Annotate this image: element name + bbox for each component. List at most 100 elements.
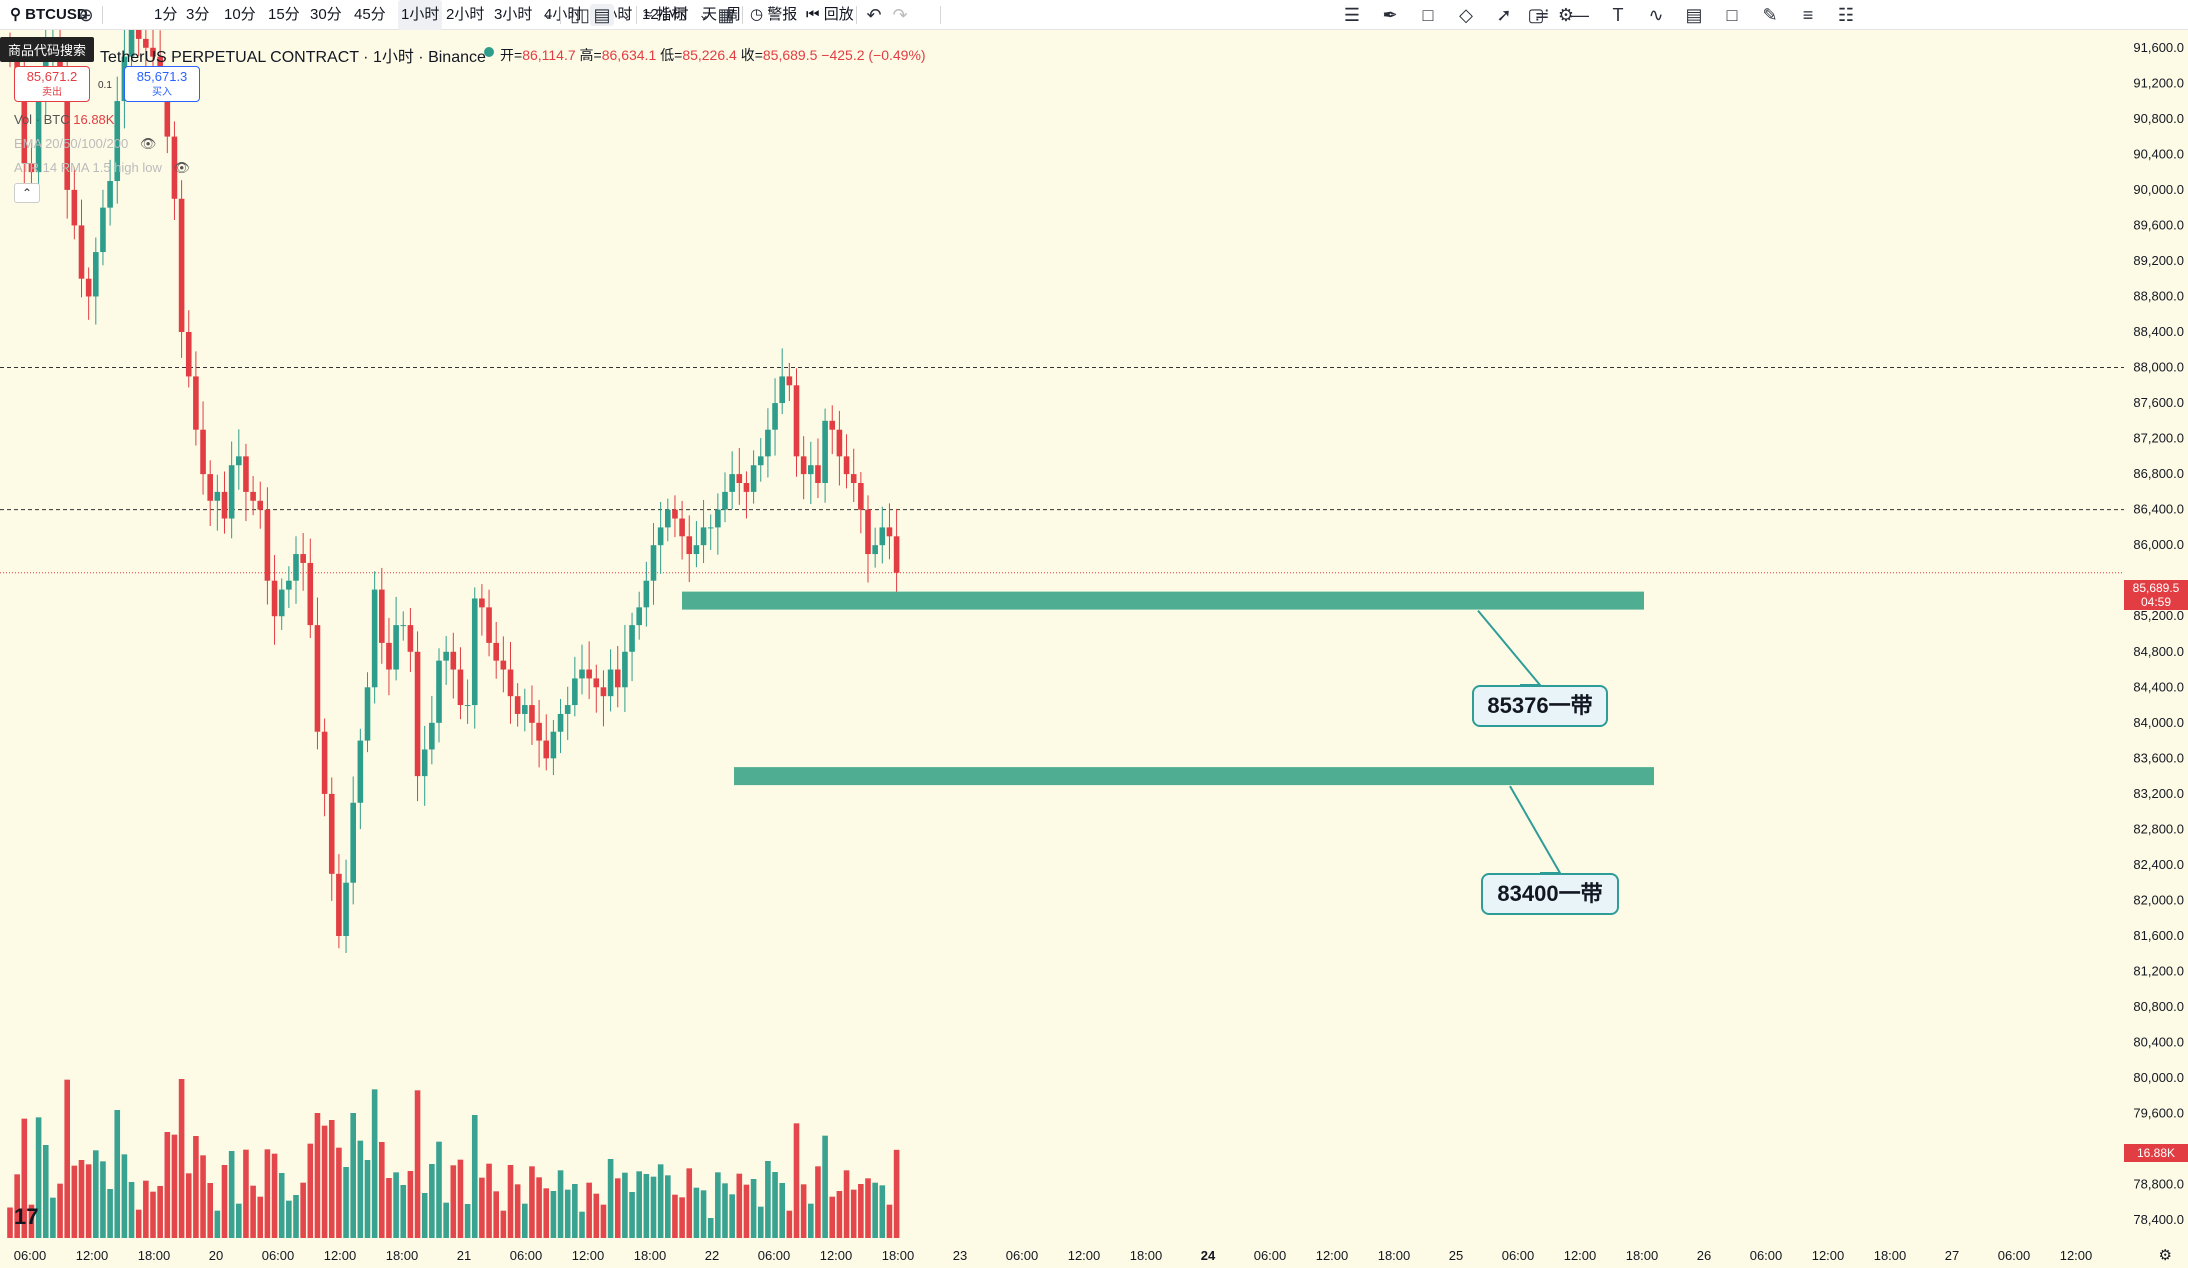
interval-9-button[interactable]: 4小时 (544, 6, 583, 23)
time-tick-label: 06:00 (14, 1248, 47, 1263)
volume-bar (157, 1186, 163, 1238)
candlestick-type-icon[interactable]: ▤ (590, 4, 614, 26)
collapse-legend-button[interactable]: ⌃ (14, 183, 40, 203)
symbol-search-button[interactable]: ⚲ BTCUSD (10, 6, 88, 23)
chevron-down-icon[interactable]: ⌄ (620, 7, 632, 22)
time-tick-label: 18:00 (634, 1248, 667, 1263)
candle-body (328, 793, 335, 874)
chevron-down-icon[interactable]: ⌄ (542, 7, 554, 22)
trend-line-icon[interactable]: ➚ (1496, 5, 1512, 25)
candle-body (14, 56, 20, 75)
time-tick-label: 20 (209, 1248, 223, 1263)
horizontal-lines-icon[interactable]: ☰ (1343, 5, 1361, 25)
candle-body (665, 509, 671, 528)
interval-2-button[interactable]: 10分 (224, 6, 256, 23)
interval-3-button[interactable]: 15分 (268, 6, 300, 23)
pattern-icon[interactable]: ◇ (1459, 5, 1473, 25)
axis-settings-icon[interactable]: ⚙ (2158, 1247, 2172, 1264)
price-tick-label: 89,600.0 (2133, 217, 2184, 232)
eye-hidden-icon[interactable]: 👁 (173, 160, 191, 175)
volume-bar (729, 1194, 735, 1238)
fullscreen-icon[interactable]: ▢ (1527, 5, 1545, 25)
candle-body (336, 873, 342, 936)
candle-body (321, 731, 328, 794)
interval-7-button[interactable]: 2小时 (446, 6, 485, 23)
sliders-icon[interactable]: ☷ (1837, 5, 1855, 25)
horizontal-line-icon[interactable]: — (1571, 5, 1589, 25)
price-tick-label: 83,600.0 (2133, 750, 2184, 765)
volume-bar (486, 1163, 492, 1238)
bar-chart-type-icon[interactable]: ▯▯ (570, 5, 590, 25)
volume-bar (550, 1191, 557, 1238)
candle-body (436, 660, 442, 723)
path-icon[interactable]: ∿ (1648, 5, 1664, 25)
interval-13-button[interactable]: 周 (726, 6, 742, 23)
volume-bar (679, 1197, 685, 1238)
undo-icon[interactable]: ↶ (866, 5, 882, 25)
brush-icon[interactable]: ✒ (1382, 5, 1398, 25)
replay-button[interactable]: ⏮ 回放 (806, 6, 854, 23)
interval-8-button[interactable]: 3小时 (494, 6, 533, 23)
measure-icon[interactable]: ▤ (1685, 5, 1703, 25)
volume-bar (143, 1180, 149, 1238)
text-icon[interactable]: T (1612, 5, 1624, 25)
volume-bar (736, 1173, 743, 1238)
fib-icon[interactable]: ≓ (1534, 5, 1550, 25)
candle-body (614, 669, 621, 688)
candle-body (564, 705, 571, 714)
candle-body (743, 483, 750, 492)
buy-button[interactable]: 85,671.3 买入 (124, 66, 200, 102)
volume-bar (450, 1165, 457, 1238)
candle-body (486, 607, 492, 643)
indicator-atr[interactable]: ATR 14 RMA 1.5 high low 👁 (14, 160, 191, 175)
volume-bar (850, 1189, 857, 1238)
pen-icon[interactable]: ✎ (1762, 5, 1778, 25)
volume-bar (386, 1178, 392, 1238)
layouts-icon[interactable]: ▦ (717, 5, 735, 25)
interval-0-button[interactable]: 1分 (154, 6, 178, 23)
volume-bar (629, 1192, 635, 1238)
interval-4-button[interactable]: 30分 (310, 6, 342, 23)
add-symbol-icon[interactable]: ⊕ (78, 5, 94, 25)
volume-bar (300, 1182, 306, 1238)
rectangle-icon[interactable]: □ (1422, 5, 1434, 25)
candle-body (150, 47, 156, 57)
candle-body (879, 527, 886, 546)
candle-body (750, 465, 757, 492)
candle-body (236, 456, 242, 466)
volume-bar (214, 1210, 221, 1238)
volume-bar (135, 1209, 142, 1238)
candle-body (593, 678, 600, 688)
candle-body (257, 500, 264, 510)
sell-button[interactable]: 85,671.2 卖出 (14, 66, 90, 102)
annotation-85376[interactable]: 85376一带 (1472, 685, 1608, 727)
settings-icon[interactable]: ⚙ (1557, 5, 1575, 25)
chevron-down-icon[interactable]: ⌄ (698, 7, 710, 22)
interval-6-button[interactable]: 1小时 (398, 0, 443, 30)
time-tick-label: 12:00 (2060, 1248, 2093, 1263)
note-icon[interactable]: □ (1726, 5, 1738, 25)
eye-hidden-icon[interactable]: 👁 (139, 136, 157, 151)
candle-body (886, 527, 893, 537)
interval-11-button[interactable]: 12小时 (642, 6, 689, 23)
indicator-ema[interactable]: EMA 20/50/100/200 👁 (14, 136, 157, 151)
candle-body (200, 429, 206, 475)
candle-body (357, 740, 364, 803)
indicators-button[interactable]: ≈ 指标 (644, 6, 687, 23)
volume-bar (228, 1151, 235, 1238)
time-tick-label: 06:00 (262, 1248, 295, 1263)
interval-1-button[interactable]: 3分 (186, 6, 210, 23)
volume-bar (336, 1147, 342, 1238)
volume-bar (564, 1189, 571, 1238)
interval-12-button[interactable]: 天 (702, 6, 718, 23)
annotation-83400[interactable]: 83400一带 (1481, 873, 1619, 915)
price-chart[interactable]: 91,600.0 91,200.0 90,800.0 90,400.0 90,000.0… (0, 30, 2188, 1268)
alert-button[interactable]: ◷ 警报 (750, 6, 798, 23)
volume-bar (42, 1145, 49, 1238)
indicator-volume[interactable]: Vol · BTC 16.88K (14, 112, 115, 127)
redo-icon[interactable]: ↷ (892, 5, 908, 25)
interval-5-button[interactable]: 45分 (354, 6, 386, 23)
list-icon[interactable]: ≡ (1802, 5, 1814, 25)
volume-bar (479, 1177, 485, 1238)
time-tick-label: 18:00 (882, 1248, 915, 1263)
